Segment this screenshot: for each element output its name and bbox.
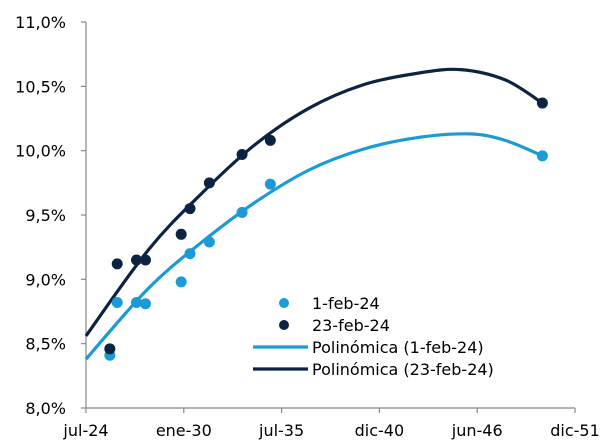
data-point-series-0 bbox=[264, 178, 276, 190]
data-point-series-1 bbox=[184, 203, 196, 215]
legend-label: 1-feb-24 bbox=[312, 294, 380, 313]
y-tick-label: 8,0% bbox=[25, 399, 66, 418]
data-points bbox=[104, 97, 548, 361]
data-point-series-1 bbox=[104, 343, 116, 355]
data-point-series-1 bbox=[130, 254, 142, 266]
y-tick-label: 9,0% bbox=[25, 270, 66, 289]
legend-label: Polinómica (1-feb-24) bbox=[312, 338, 484, 357]
data-point-series-1 bbox=[264, 134, 276, 146]
y-tick-label: 11,0% bbox=[15, 13, 66, 32]
y-tick-label: 8,5% bbox=[25, 335, 66, 354]
legend-marker-0 bbox=[279, 298, 289, 308]
x-tick-label: jun-46 bbox=[451, 421, 503, 440]
x-tick-label: ene-30 bbox=[156, 421, 212, 440]
trend-lines bbox=[84, 67, 544, 361]
axes: 8,0% 8,5% 9,0% 9,5% 10,0% 10,5% 11,0% jul-24 ene… bbox=[15, 13, 600, 440]
data-point-series-0 bbox=[536, 150, 548, 162]
data-point-series-1 bbox=[111, 258, 123, 270]
data-point-series-1 bbox=[203, 177, 215, 189]
x-tick-label: dic-40 bbox=[355, 421, 405, 440]
legend-label: Polinómica (23-feb-24) bbox=[312, 360, 494, 379]
data-point-series-0 bbox=[175, 276, 187, 288]
x-tick-label: dic-51 bbox=[550, 421, 600, 440]
legend: 1-feb-24 23-feb-24 Polinómica (1-feb-24) Po… bbox=[253, 294, 494, 379]
data-point-series-1 bbox=[139, 254, 151, 266]
data-point-series-1 bbox=[175, 228, 187, 240]
trend-line-2 bbox=[84, 132, 544, 361]
legend-marker-1 bbox=[279, 320, 289, 330]
y-tick-label: 10,0% bbox=[15, 142, 66, 161]
data-point-series-1 bbox=[536, 97, 548, 109]
data-point-series-0 bbox=[130, 296, 142, 308]
data-point-series-0 bbox=[139, 298, 151, 310]
data-point-series-0 bbox=[203, 236, 215, 248]
legend-label: 23-feb-24 bbox=[312, 316, 390, 335]
y-tick-label: 10,5% bbox=[15, 77, 66, 96]
data-point-series-1 bbox=[236, 149, 248, 161]
data-point-series-0 bbox=[184, 248, 196, 260]
data-point-series-0 bbox=[236, 206, 248, 218]
x-tick-label: jul-24 bbox=[62, 421, 108, 440]
trend-line-3 bbox=[84, 67, 544, 337]
data-point-series-0 bbox=[111, 296, 123, 308]
x-tick-label: jul-35 bbox=[258, 421, 304, 440]
y-tick-label: 9,5% bbox=[25, 206, 66, 225]
